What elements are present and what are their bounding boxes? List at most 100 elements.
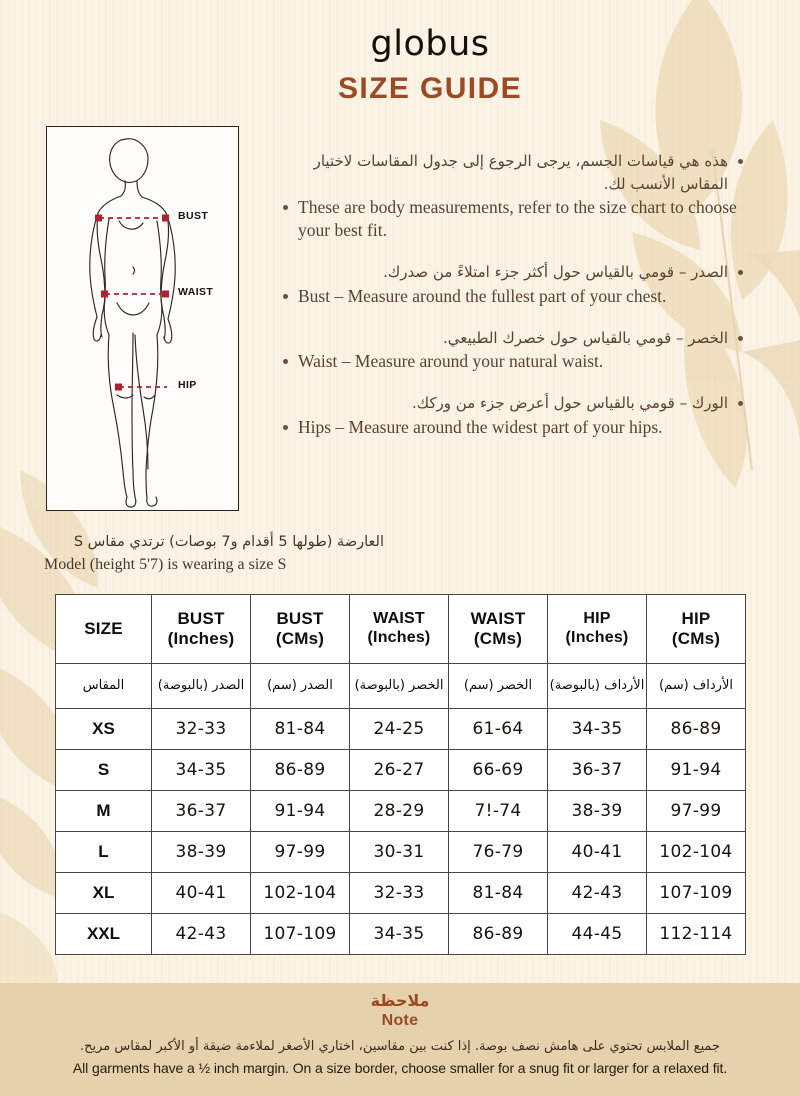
- cell-bust-cm: 81-84: [250, 708, 350, 750]
- bullet-dot-icon: [738, 401, 743, 407]
- cell-bust-cm: 91-94: [250, 790, 350, 832]
- cell-waist-in: 30-31: [349, 831, 449, 873]
- note-title-ar: ملاحظة: [370, 991, 430, 1010]
- brand-logo: globus: [370, 24, 490, 64]
- note-body-ar: جميع الملابس تحتوي على هامش نصف بوصة. إذ…: [79, 1039, 721, 1054]
- col-header-bust-cms: BUST (CMs): [250, 594, 350, 664]
- hip-label: HIP: [178, 379, 197, 391]
- cell-size: L: [55, 831, 152, 873]
- instruction-group-bust: الصدر – قومي بالقياس حول أكثر جزء امتلاء…: [283, 261, 743, 308]
- cell-size: XXL: [55, 913, 152, 955]
- bullet-dot-icon: [738, 159, 743, 164]
- instruction-en: Waist – Measure around your natural wais…: [298, 351, 604, 372]
- col-header-hip-cms: HIP (CMs): [646, 594, 746, 664]
- cell-hip-in: 42-43: [547, 872, 647, 914]
- table-row: XS 32-33 81-84 24-25 61-64 34-35 86-89: [55, 708, 746, 750]
- cell-bust-in: 36-37: [151, 790, 251, 832]
- bullet-dot-icon: [283, 359, 288, 365]
- bullet-dot-icon: [738, 335, 743, 341]
- cell-hip-cm: 107-109: [646, 872, 746, 914]
- cell-bust-cm: 97-99: [250, 831, 350, 873]
- cell-hip-in: 38-39: [547, 790, 647, 832]
- cell-waist-cm: 76-79: [448, 831, 548, 873]
- cell-bust-cm: 86-89: [250, 749, 350, 791]
- cell-bust-in: 38-39: [151, 831, 251, 873]
- instruction-ar: هذه هي قياسات الجسم، يرجى الرجوع إلى جدو…: [313, 152, 728, 193]
- table-row: XL 40-41 102-104 32-33 81-84 42-43 107-1…: [55, 872, 746, 914]
- col-header-hip-inches: HIP (Inches): [547, 594, 647, 664]
- size-chart-table: SIZE BUST (Inches) BUST (CMs) WAIST (Inc…: [55, 594, 746, 955]
- cell-hip-cm: 102-104: [646, 831, 746, 873]
- cell-waist-in: 28-29: [349, 790, 449, 832]
- model-caption: العارضة (طولها 5 أقدام و7 بوصات) ترتدي م…: [44, 533, 384, 575]
- page-header: globus SIZE GUIDE: [250, 26, 610, 106]
- measurement-instructions: هذه هي قياسات الجسم، يرجى الرجوع إلى جدو…: [283, 150, 743, 440]
- table-row: M 36-37 91-94 28-29 7!-74 38-39 97-99: [55, 790, 746, 832]
- cell-waist-cm: 81-84: [448, 872, 548, 914]
- table-row: S 34-35 86-89 26-27 66-69 36-37 91-94: [55, 749, 746, 791]
- cell-hip-cm: 91-94: [646, 749, 746, 791]
- cell-bust-cm: 107-109: [250, 913, 350, 955]
- col-header-ar-bust-cms: الصدر (سم): [250, 663, 350, 709]
- instruction-group-waist: الخصر – قومي بالقياس حول خصرك الطبيعي. W…: [283, 327, 743, 374]
- bullet-dot-icon: [283, 424, 288, 430]
- waist-label: WAIST: [178, 286, 214, 298]
- cell-hip-in: 44-45: [547, 913, 647, 955]
- size-chart-container: SIZE BUST (Inches) BUST (CMs) WAIST (Inc…: [55, 594, 746, 955]
- instruction-group-hips: الورك – قومي بالقياس حول أعرض جزء من ورك…: [283, 392, 743, 439]
- cell-bust-cm: 102-104: [250, 872, 350, 914]
- cell-waist-in: 26-27: [349, 749, 449, 791]
- cell-size: XL: [55, 872, 152, 914]
- instruction-ar: الورك – قومي بالقياس حول أعرض جزء من ورك…: [411, 394, 728, 413]
- table-row: L 38-39 97-99 30-31 76-79 40-41 102-104: [55, 831, 746, 873]
- size-chart-body: XS 32-33 81-84 24-25 61-64 34-35 86-89 S…: [55, 708, 746, 955]
- col-header-bust-inches: BUST (Inches): [151, 594, 251, 664]
- col-header-waist-cms: WAIST (CMs): [448, 594, 548, 664]
- note-body-en: All garments have a ½ inch margin. On a …: [72, 1059, 728, 1076]
- col-header-ar-hip-cms: الأرداف (سم): [646, 663, 746, 709]
- instruction-ar: الخصر – قومي بالقياس حول خصرك الطبيعي.: [442, 328, 728, 347]
- cell-bust-in: 32-33: [151, 708, 251, 750]
- col-header-ar-waist-inches: الخصر (بالبوصة): [349, 663, 449, 709]
- instruction-en: These are body measurements, refer to th…: [298, 197, 737, 241]
- cell-waist-cm: 61-64: [448, 708, 548, 750]
- instruction-group-general: هذه هي قياسات الجسم، يرجى الرجوع إلى جدو…: [283, 150, 743, 242]
- model-figure-panel: BUST WAIST HIP: [46, 126, 239, 511]
- cell-waist-in: 34-35: [349, 913, 449, 955]
- cell-hip-in: 34-35: [547, 708, 647, 750]
- cell-waist-in: 32-33: [349, 872, 449, 914]
- cell-bust-in: 40-41: [151, 872, 251, 914]
- cell-hip-in: 40-41: [547, 831, 647, 873]
- note-section: ملاحظة Note جميع الملابس تحتوي على هامش …: [0, 983, 800, 1096]
- col-header-ar-bust-inches: الصدر (بالبوصة): [151, 663, 251, 709]
- cell-hip-in: 36-37: [547, 749, 647, 791]
- waist-measure-line: [101, 290, 169, 298]
- cell-waist-cm: 66-69: [448, 749, 548, 791]
- note-title-en: Note: [381, 1012, 419, 1029]
- hip-measure-line: [115, 383, 167, 391]
- instruction-ar: الصدر – قومي بالقياس حول أكثر جزء امتلاء…: [383, 263, 728, 282]
- bust-label: BUST: [178, 210, 209, 222]
- bullet-dot-icon: [738, 270, 743, 276]
- col-header-ar-size: المقاس: [55, 663, 152, 709]
- col-header-size: SIZE: [55, 594, 152, 664]
- table-header-row-ar: المقاس الصدر (بالبوصة) الصدر (سم) الخصر …: [55, 663, 746, 709]
- col-header-ar-waist-cms: الخصر (سم): [448, 663, 548, 709]
- page-title: SIZE GUIDE: [337, 71, 523, 105]
- cell-hip-cm: 86-89: [646, 708, 746, 750]
- table-row: XXL 42-43 107-109 34-35 86-89 44-45 112-…: [55, 913, 746, 955]
- col-header-waist-inches: WAIST (Inches): [349, 594, 449, 664]
- table-header-row-en: SIZE BUST (Inches) BUST (CMs) WAIST (Inc…: [55, 594, 746, 664]
- cell-size: XS: [55, 708, 152, 750]
- instruction-en: Hips – Measure around the widest part of…: [298, 416, 663, 437]
- cell-size: M: [55, 790, 152, 832]
- cell-waist-in: 24-25: [349, 708, 449, 750]
- model-caption-en: Model (height 5'7) is wearing a size S: [44, 555, 287, 573]
- bullet-dot-icon: [283, 205, 288, 210]
- model-caption-ar: العارضة (طولها 5 أقدام و7 بوصات) ترتدي م…: [73, 534, 384, 550]
- bullet-dot-icon: [283, 293, 288, 299]
- female-body-illustration: [89, 138, 176, 508]
- cell-hip-cm: 112-114: [646, 913, 746, 955]
- cell-hip-cm: 97-99: [646, 790, 746, 832]
- bust-measure-line: [95, 214, 169, 222]
